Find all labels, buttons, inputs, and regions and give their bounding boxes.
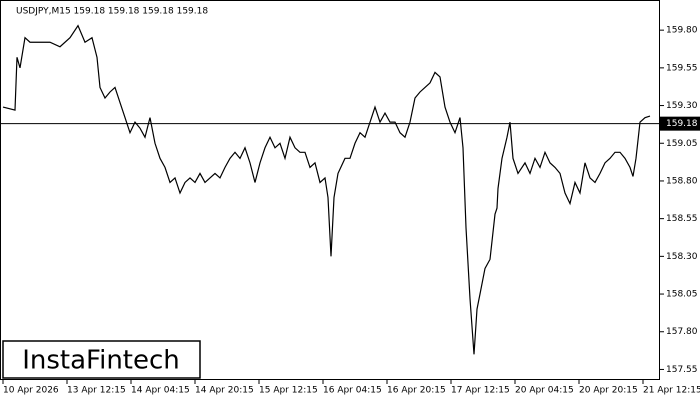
- watermark-box: [2, 340, 201, 379]
- y-tick-label: 159.80: [666, 26, 698, 36]
- watermark: InstaFintech: [22, 346, 180, 376]
- x-tick-label: 21 Apr 12:15: [643, 386, 700, 396]
- y-tick-label: 159.55: [666, 63, 698, 73]
- price-line: [2, 24, 651, 355]
- current-price-box: [660, 116, 700, 131]
- y-tick-label: 157.80: [666, 327, 698, 337]
- x-tick-label: 16 Apr 20:15: [387, 386, 446, 396]
- current-price-label: 159.18: [666, 119, 698, 129]
- x-tick-label: 10 Apr 2026: [3, 386, 59, 396]
- y-tick-label: 158.30: [666, 252, 698, 262]
- x-tick-label: 13 Apr 12:15: [67, 386, 126, 396]
- x-tick-label: 20 Apr 04:15: [515, 386, 574, 396]
- x-tick-label: 16 Apr 04:15: [323, 386, 382, 396]
- x-tick-label: 20 Apr 20:15: [579, 386, 638, 396]
- plot-frame: [0, 0, 660, 380]
- y-tick-label: 157.55: [666, 365, 698, 375]
- y-tick-label: 158.80: [666, 176, 698, 186]
- x-tick-label: 15 Apr 12:15: [259, 386, 318, 396]
- x-tick-label: 14 Apr 20:15: [195, 386, 254, 396]
- x-tick-label: 17 Apr 12:15: [451, 386, 510, 396]
- x-tick-label: 14 Apr 04:15: [131, 386, 190, 396]
- chart-title: USDJPY,M15 159.18 159.18 159.18 159.18: [16, 7, 208, 17]
- y-tick-label: 159.05: [666, 139, 698, 149]
- y-tick-label: 158.55: [666, 214, 698, 224]
- y-tick-label: 159.30: [666, 101, 698, 111]
- y-tick-label: 158.05: [666, 290, 698, 300]
